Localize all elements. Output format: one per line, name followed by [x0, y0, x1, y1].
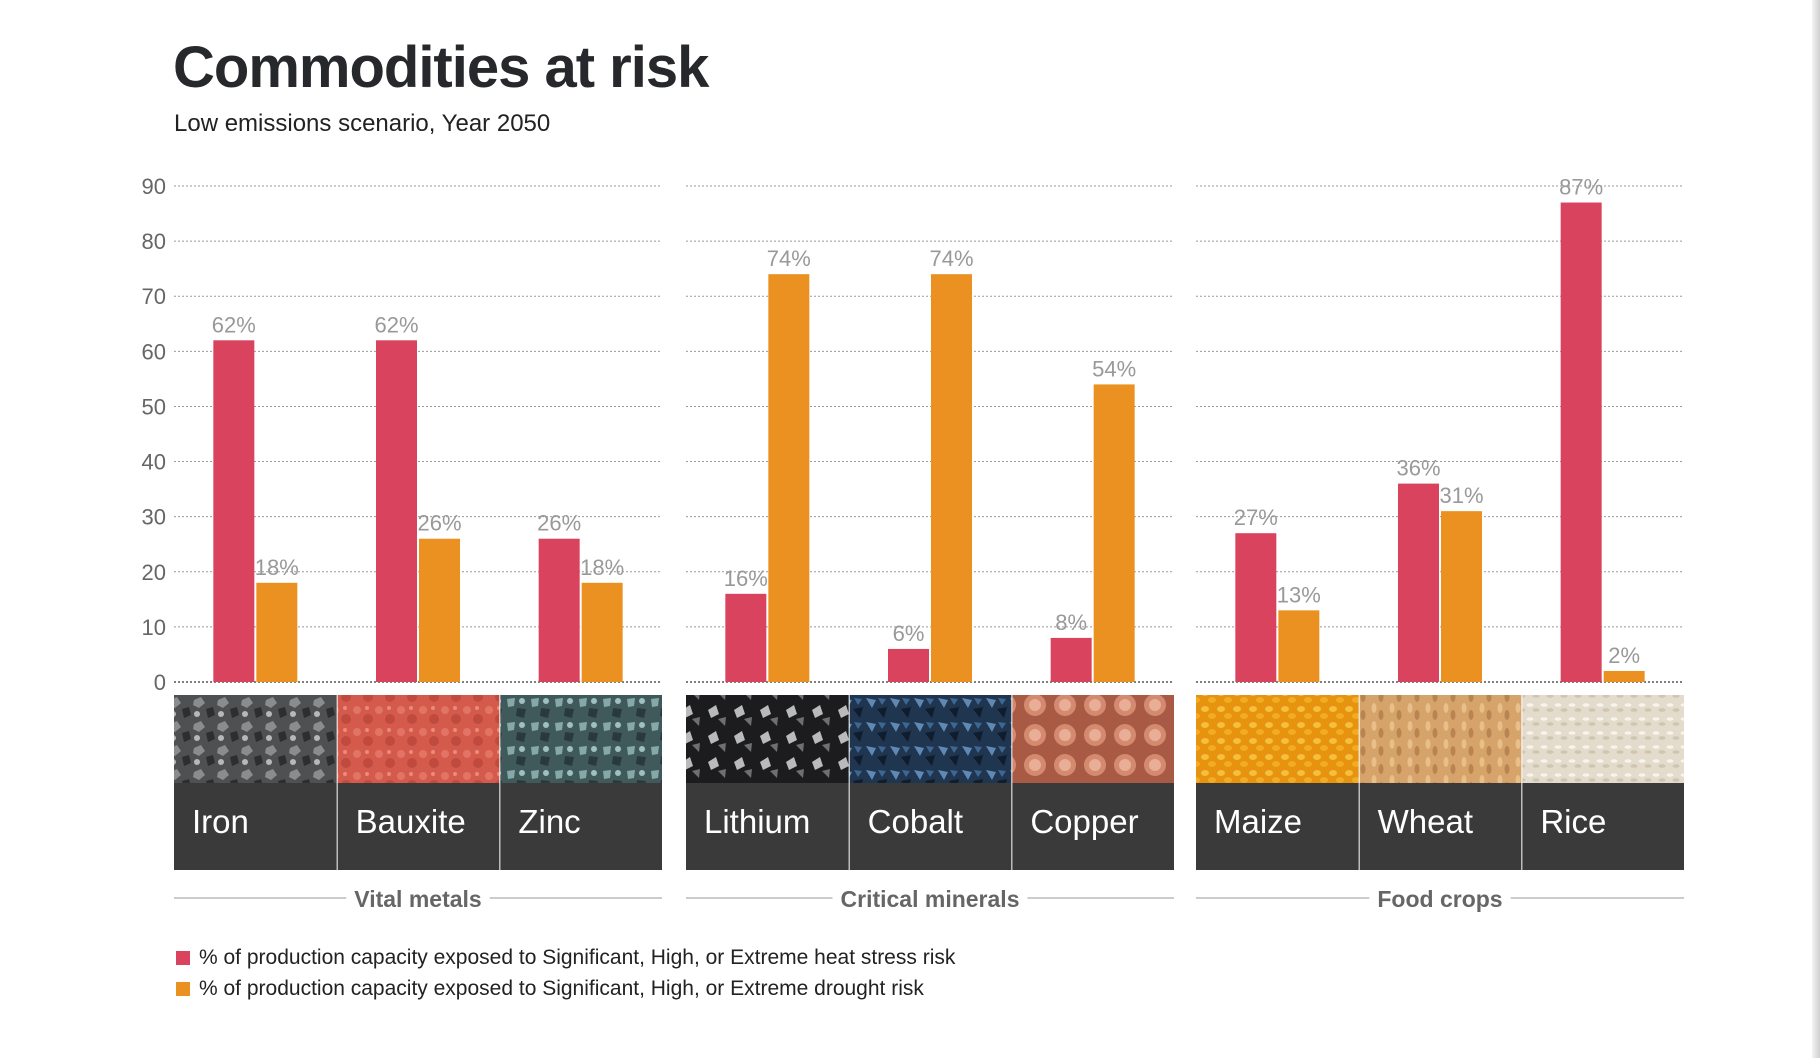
- category-tiles: Iron Bauxite Zinc Lithium Cobalt Copper Maize W…: [174, 695, 1684, 870]
- y-tick-label: 50: [142, 394, 166, 419]
- data-labels: 62% 18% 62% 26% 26% 18% 16% 74% 6% 74% 8% 54% 27% 13%…: [212, 175, 1640, 668]
- tile-iron: [174, 783, 337, 870]
- texture-rice: [1522, 695, 1684, 783]
- bar-heat-bauxite: [376, 340, 417, 682]
- tile-copper: [1012, 783, 1174, 870]
- legend-label-drought: % of production capacity exposed to Sign…: [199, 977, 924, 1000]
- bar-heat-wheat: [1398, 483, 1439, 682]
- page-edge-shadow: [1812, 0, 1820, 1058]
- chart-title: Commodities at risk: [173, 35, 709, 100]
- data-label-heat-wheat: 36%: [1396, 456, 1440, 481]
- data-label-heat-cobalt: 6%: [893, 621, 925, 646]
- bar-heat-copper: [1050, 637, 1092, 682]
- y-tick-label: 10: [142, 615, 166, 640]
- data-label-drought-wheat: 31%: [1439, 483, 1483, 508]
- y-tick-label: 0: [154, 670, 166, 695]
- group-label-0: Vital metals: [354, 886, 481, 912]
- bar-drought-copper: [1093, 384, 1135, 682]
- chart-subtitle: Low emissions scenario, Year 2050: [174, 110, 551, 137]
- group-label-1: Critical minerals: [841, 886, 1020, 912]
- data-label-heat-copper: 8%: [1055, 610, 1087, 635]
- category-label-cobalt: Cobalt: [868, 803, 963, 840]
- category-label-maize: Maize: [1214, 803, 1302, 840]
- tile-lithium: [686, 783, 849, 870]
- data-label-drought-cobalt: 74%: [929, 246, 973, 271]
- bar-heat-zinc: [538, 538, 580, 682]
- category-label-lithium: Lithium: [704, 803, 810, 840]
- data-label-heat-bauxite: 62%: [374, 312, 418, 337]
- y-tick-label: 40: [142, 450, 166, 475]
- bar-drought-iron: [256, 582, 298, 682]
- y-tick-label: 70: [142, 284, 166, 309]
- data-label-drought-bauxite: 26%: [417, 511, 461, 536]
- legend-item-heat: % of production capacity exposed to Sign…: [176, 946, 955, 970]
- bar-drought-rice: [1603, 670, 1645, 682]
- category-label-iron: Iron: [192, 803, 249, 840]
- texture-zinc: [500, 695, 662, 783]
- texture-iron: [174, 695, 337, 783]
- bar-drought-wheat: [1441, 511, 1482, 682]
- y-axis-ticks: 0 10 20 30 40 50 60 70 80 90: [142, 174, 166, 695]
- bar-drought-bauxite: [419, 538, 460, 682]
- bar-heat-cobalt: [888, 648, 929, 682]
- data-label-drought-zinc: 18%: [580, 555, 624, 580]
- y-tick-label: 90: [142, 174, 166, 199]
- bar-drought-zinc: [581, 582, 623, 682]
- group-label-2: Food crops: [1377, 886, 1502, 912]
- y-tick-label: 80: [142, 229, 166, 254]
- legend-swatch-heat: [176, 951, 190, 965]
- category-label-rice: Rice: [1540, 803, 1606, 840]
- tile-maize: [1196, 783, 1359, 870]
- data-label-drought-copper: 54%: [1092, 356, 1136, 381]
- tile-rice: [1522, 783, 1684, 870]
- bar-heat-lithium: [725, 593, 767, 682]
- bar-heat-maize: [1235, 533, 1277, 682]
- legend-label-heat: % of production capacity exposed to Sign…: [199, 946, 956, 969]
- legend-swatch-drought: [176, 982, 190, 996]
- data-label-heat-lithium: 16%: [724, 566, 768, 591]
- category-label-zinc: Zinc: [518, 803, 580, 840]
- data-label-drought-maize: 13%: [1277, 582, 1321, 607]
- y-tick-label: 60: [142, 339, 166, 364]
- tile-zinc: [500, 783, 662, 870]
- texture-maize: [1196, 695, 1359, 783]
- data-label-heat-iron: 62%: [212, 312, 256, 337]
- tile-bauxite: [337, 783, 500, 870]
- bar-drought-cobalt: [931, 274, 972, 682]
- data-label-heat-zinc: 26%: [537, 511, 581, 536]
- texture-wheat: [1359, 695, 1522, 783]
- y-tick-label: 20: [142, 560, 166, 585]
- bar-drought-lithium: [768, 274, 810, 682]
- legend-item-drought: % of production capacity exposed to Sign…: [176, 977, 924, 1001]
- bar-drought-maize: [1278, 610, 1320, 682]
- texture-cobalt: [849, 695, 1012, 783]
- group-labels: Vital metals Critical minerals Food crops: [174, 886, 1684, 912]
- data-label-drought-iron: 18%: [255, 555, 299, 580]
- data-label-heat-rice: 87%: [1559, 175, 1603, 200]
- texture-copper: [1012, 695, 1174, 783]
- category-label-bauxite: Bauxite: [356, 803, 466, 840]
- tile-cobalt: [849, 783, 1012, 870]
- category-label-copper: Copper: [1030, 803, 1138, 840]
- y-tick-label: 30: [142, 505, 166, 530]
- category-label-wheat: Wheat: [1378, 803, 1473, 840]
- data-label-heat-maize: 27%: [1234, 505, 1278, 530]
- tile-wheat: [1359, 783, 1522, 870]
- gridlines: [174, 185, 1684, 683]
- data-label-drought-rice: 2%: [1608, 643, 1640, 668]
- bar-heat-rice: [1560, 202, 1602, 683]
- bars: [213, 202, 1645, 683]
- texture-bauxite: [337, 695, 500, 783]
- data-label-drought-lithium: 74%: [767, 246, 811, 271]
- bar-heat-iron: [213, 340, 255, 682]
- texture-lithium: [686, 695, 849, 783]
